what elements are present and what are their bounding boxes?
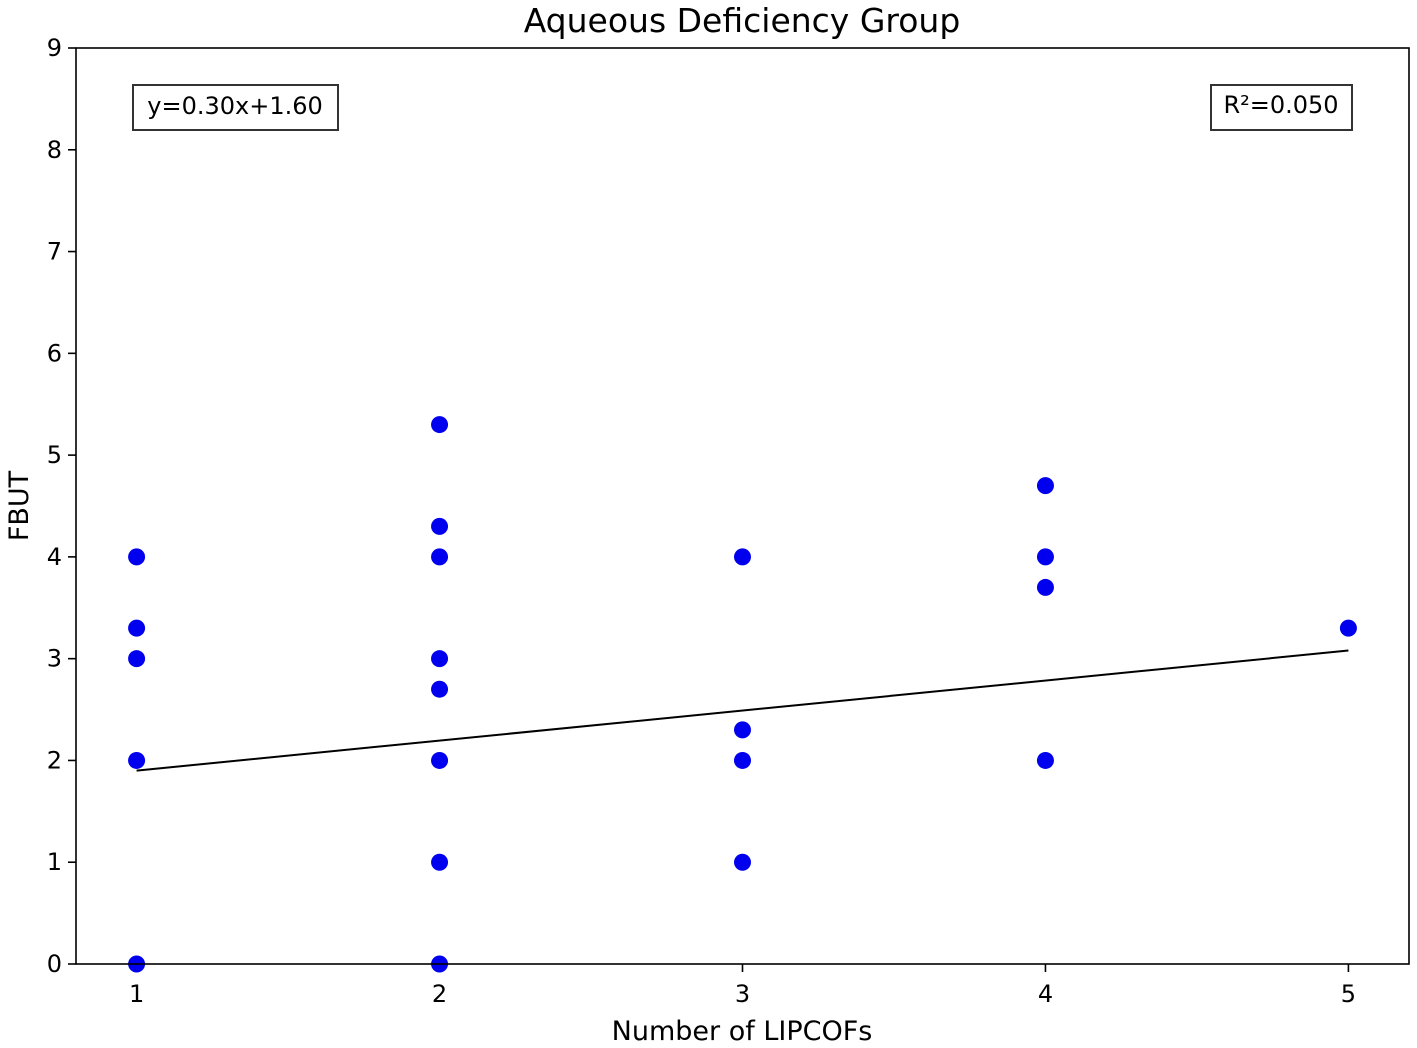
r-squared-label: R²=0.050 [1223,91,1338,119]
r-squared-box [1210,84,1353,131]
x-axis-ticks: 1 2 3 4 5 [129,964,1356,1008]
y-tick-label: 7 [47,238,62,266]
data-point [431,548,449,566]
x-tick-label: 1 [129,980,144,1008]
y-tick-label: 5 [47,441,62,469]
regression-line-group [136,649,1349,772]
y-tick-label: 2 [47,746,62,774]
equation-box [132,84,339,131]
x-tick-label: 4 [1038,980,1053,1008]
y-axis-ticks: 0 1 2 3 4 5 6 7 8 9 [47,34,76,978]
data-point [734,853,751,871]
y-axis-label: FBUT [4,470,35,541]
y-tick-label: 8 [47,136,62,164]
regression-line [136,649,1349,772]
data-point [734,721,751,739]
plot-frame [75,47,1410,965]
y-tick-label: 6 [47,339,62,367]
y-tick-label: 3 [47,645,62,673]
x-tick-label: 2 [432,980,447,1008]
data-point [734,548,751,566]
data-point [1036,477,1054,495]
data-point [1036,751,1054,769]
data-point [1036,548,1054,566]
data-point [734,751,751,769]
y-tick-label: 1 [47,848,62,876]
data-point [128,751,146,769]
x-tick-label: 3 [735,980,750,1008]
data-point [431,517,449,535]
data-point [128,548,146,566]
data-point [431,650,449,668]
data-points [128,416,1357,973]
data-point [431,751,449,769]
x-axis-label: Number of LIPCOFs [612,1016,873,1047]
data-point [431,680,449,698]
y-tick-label: 9 [47,34,62,62]
y-tick-label: 4 [47,543,62,571]
y-tick-label: 0 [47,950,62,978]
data-point [128,619,146,637]
chart-title: Aqueous Deficiency Group [524,1,961,40]
equation-label: y=0.30x+1.60 [147,92,323,120]
data-point [431,416,449,434]
data-point [431,853,449,871]
x-tick-label: 5 [1341,980,1356,1008]
data-point [128,650,146,668]
data-point [1339,619,1357,637]
data-point [1036,578,1054,596]
